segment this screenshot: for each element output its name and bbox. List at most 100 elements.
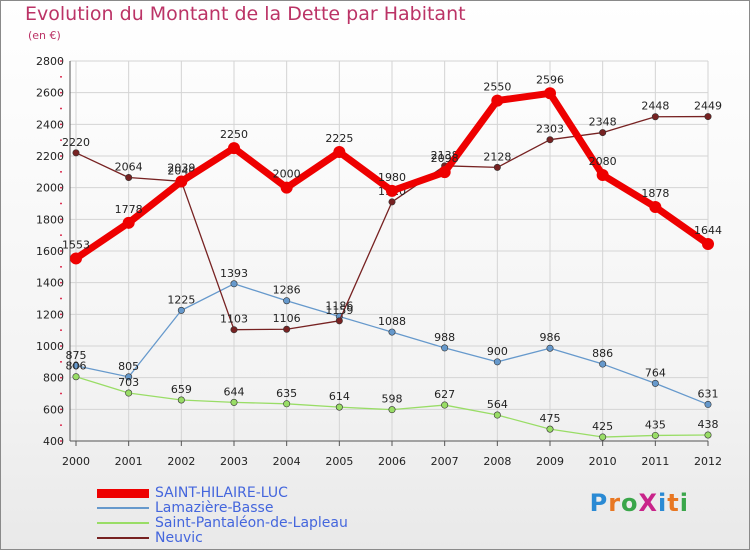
- data-label: 988: [434, 331, 455, 344]
- data-point: [544, 87, 556, 100]
- data-point: [333, 146, 346, 159]
- y-tick-label: 800: [43, 372, 64, 385]
- data-point: [230, 326, 238, 334]
- data-point: [228, 142, 240, 155]
- data-point: [125, 373, 133, 381]
- data-point: [122, 216, 135, 229]
- legend-swatch: [97, 488, 149, 498]
- data-point: [283, 400, 291, 408]
- x-tick-label: 2002: [167, 455, 195, 468]
- data-point: [441, 401, 449, 409]
- data-label: 986: [540, 331, 561, 344]
- data-label: 1644: [694, 224, 722, 237]
- data-label: 1159: [325, 304, 353, 317]
- data-label: 2225: [325, 132, 353, 145]
- data-label: 886: [592, 347, 613, 360]
- y-tick-label: 2400: [36, 118, 64, 131]
- data-point: [386, 184, 398, 197]
- x-tick-label: 2008: [483, 455, 511, 468]
- data-label: 2080: [589, 155, 617, 168]
- proxiti-logo: ProXiti: [589, 489, 689, 517]
- data-label: 764: [645, 366, 666, 379]
- data-point: [546, 344, 554, 352]
- data-point: [546, 136, 554, 144]
- data-label: 1393: [220, 267, 248, 280]
- x-tick-label: 2001: [115, 455, 143, 468]
- data-point: [335, 317, 343, 325]
- data-point: [702, 238, 714, 251]
- data-point: [388, 198, 396, 206]
- y-tick-label: 1200: [36, 308, 64, 321]
- data-point: [72, 149, 80, 157]
- y-tick-label: 600: [43, 403, 64, 416]
- x-tick-label: 2003: [220, 455, 248, 468]
- data-label: 564: [487, 398, 508, 411]
- data-point: [280, 181, 293, 194]
- data-point: [175, 175, 188, 188]
- legend-swatch: [97, 522, 149, 524]
- x-tick-label: 2007: [431, 455, 459, 468]
- data-point: [125, 389, 133, 397]
- data-label: 2449: [694, 100, 722, 113]
- data-label: 438: [698, 418, 719, 431]
- y-tick-label: 400: [43, 435, 64, 448]
- data-point: [177, 396, 185, 404]
- data-point: [493, 163, 501, 171]
- data-label: 1778: [115, 203, 143, 216]
- data-label: 900: [487, 345, 508, 358]
- data-point: [546, 425, 554, 433]
- data-point: [651, 113, 659, 121]
- data-point: [493, 411, 501, 419]
- data-point: [70, 252, 82, 265]
- data-label: 644: [224, 385, 245, 398]
- data-label: 627: [434, 388, 455, 401]
- data-label: 2596: [536, 73, 564, 86]
- data-label: 2220: [62, 136, 90, 149]
- x-tick-label: 2004: [273, 455, 301, 468]
- data-point: [230, 280, 238, 288]
- data-point: [599, 129, 607, 137]
- data-point: [599, 360, 607, 368]
- data-label: 2128: [483, 150, 511, 163]
- legend-item: Saint-Pantaléon-de-Lapleau: [97, 515, 348, 531]
- data-label: 1980: [378, 171, 406, 184]
- y-tick-label: 2200: [36, 150, 64, 163]
- data-label: 2550: [483, 81, 511, 94]
- data-point: [651, 379, 659, 387]
- data-point: [599, 433, 607, 441]
- data-point: [335, 403, 343, 411]
- data-point: [125, 174, 133, 182]
- y-tick-label: 1000: [36, 340, 64, 353]
- data-point: [704, 400, 712, 408]
- data-point: [491, 94, 504, 107]
- data-point: [72, 362, 80, 370]
- y-tick-label: 2800: [36, 55, 64, 68]
- data-label: 703: [118, 376, 139, 389]
- data-point: [441, 344, 449, 352]
- x-tick-label: 2012: [694, 455, 722, 468]
- data-label: 2250: [220, 128, 248, 141]
- x-tick-label: 2011: [641, 455, 669, 468]
- data-label: 2000: [273, 168, 301, 181]
- data-label: 806: [66, 360, 87, 373]
- data-point: [704, 431, 712, 439]
- data-point: [230, 398, 238, 406]
- chart-subtitle: (en €): [28, 29, 61, 42]
- data-point: [649, 200, 662, 213]
- data-label: 635: [276, 387, 297, 400]
- data-label: 631: [698, 387, 719, 400]
- y-tick-label: 1800: [36, 213, 64, 226]
- data-label: 1186: [325, 300, 353, 313]
- data-point: [388, 406, 396, 414]
- legend-item: Lamazière-Basse: [97, 500, 273, 516]
- data-label: 659: [171, 383, 192, 396]
- x-tick-label: 2010: [589, 455, 617, 468]
- chart-title: Evolution du Montant de la Dette par Hab…: [25, 3, 466, 25]
- data-point: [704, 113, 712, 121]
- legend-swatch: [97, 507, 149, 509]
- x-tick-label: 2000: [62, 455, 90, 468]
- data-label: 805: [118, 360, 139, 373]
- y-tick-label: 2600: [36, 87, 64, 100]
